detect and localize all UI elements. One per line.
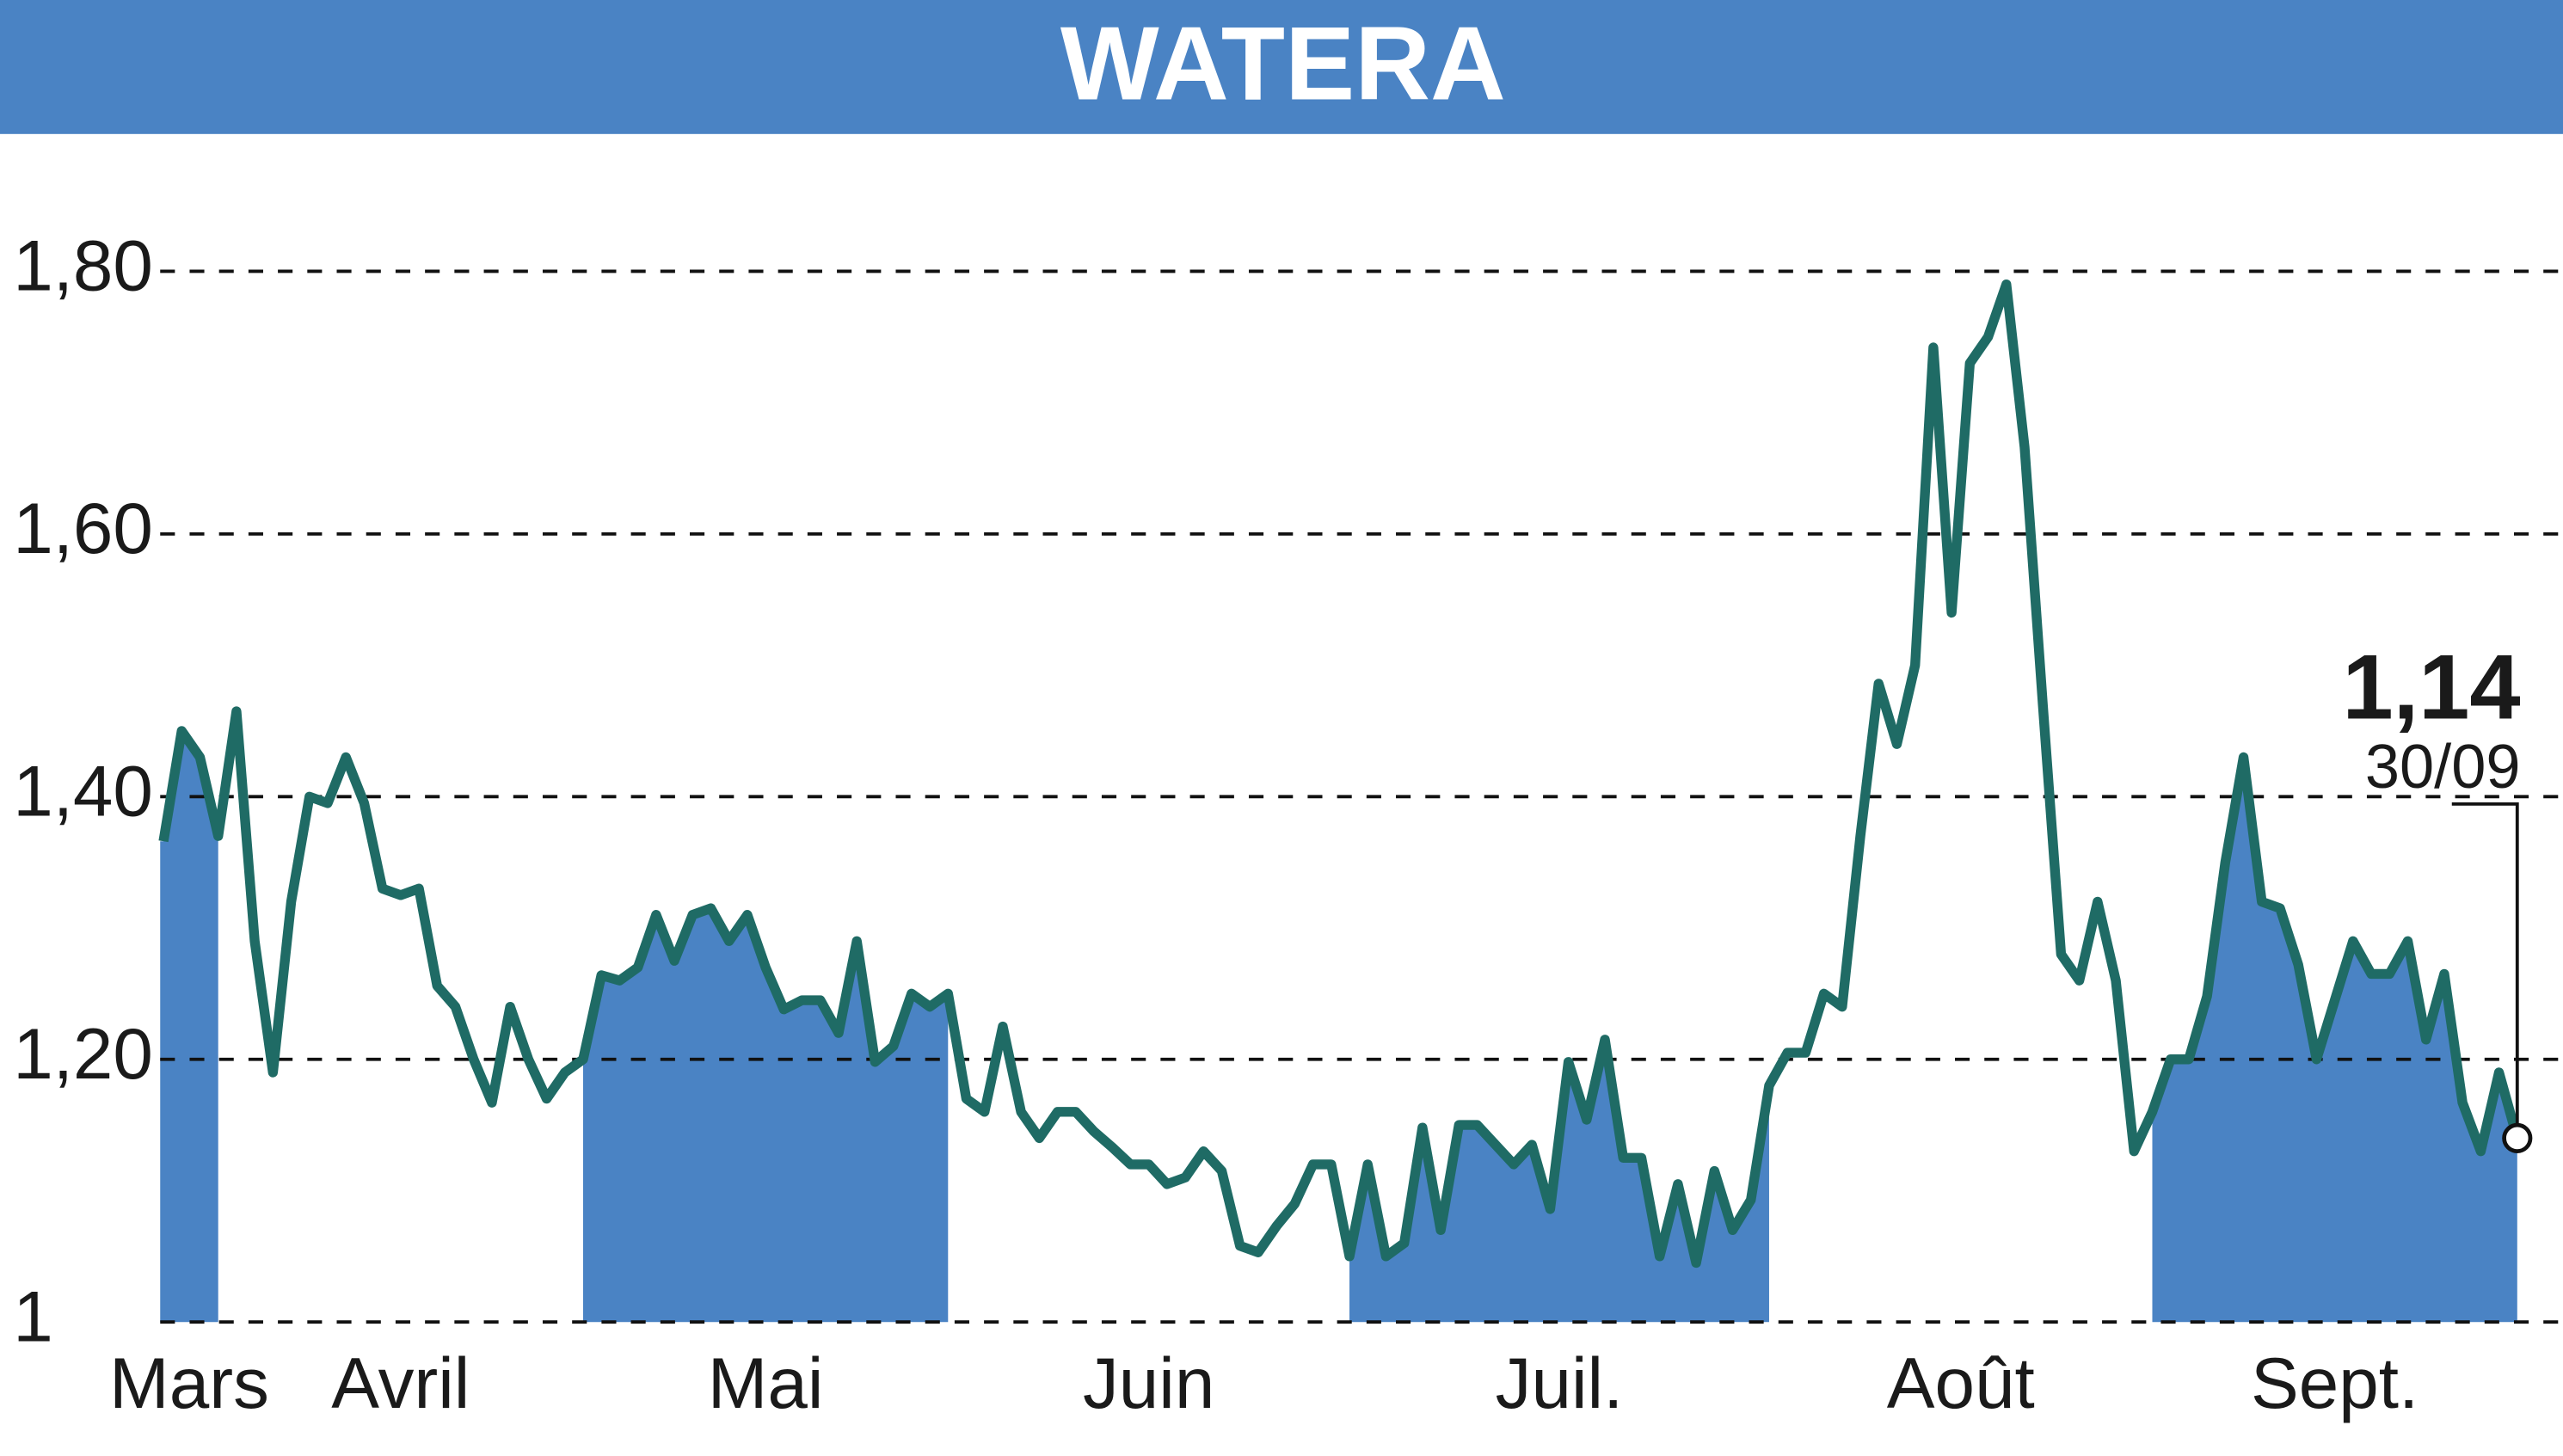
chart-title: WATERA <box>1060 5 1506 122</box>
x-tick-label: Juin <box>1083 1342 1214 1423</box>
leader-line <box>2451 802 2519 1139</box>
price-line <box>158 279 2523 1269</box>
y-tick-label: 1,20 <box>13 1013 153 1094</box>
month-shade <box>160 730 218 1323</box>
value-label: 1,14 <box>2342 636 2520 739</box>
month-shade <box>2152 757 2517 1323</box>
x-tick-label: Mai <box>708 1342 824 1423</box>
y-tick-label: 1,80 <box>13 225 153 306</box>
end-marker <box>2502 1122 2533 1153</box>
y-tick-label: 1 <box>13 1275 53 1356</box>
y-tick-label: 1,60 <box>13 488 153 568</box>
month-shade <box>582 908 949 1323</box>
y-tick-label: 1,40 <box>13 750 153 831</box>
x-tick-label: Avril <box>331 1342 470 1423</box>
x-tick-label: Juil. <box>1496 1342 1624 1423</box>
end-date: 30/09 <box>2365 733 2521 802</box>
x-tick-label: Août <box>1887 1342 2035 1423</box>
x-tick-label: Sept. <box>2251 1342 2419 1423</box>
x-tick-label: Mars <box>109 1342 269 1423</box>
title-band <box>0 0 2563 134</box>
